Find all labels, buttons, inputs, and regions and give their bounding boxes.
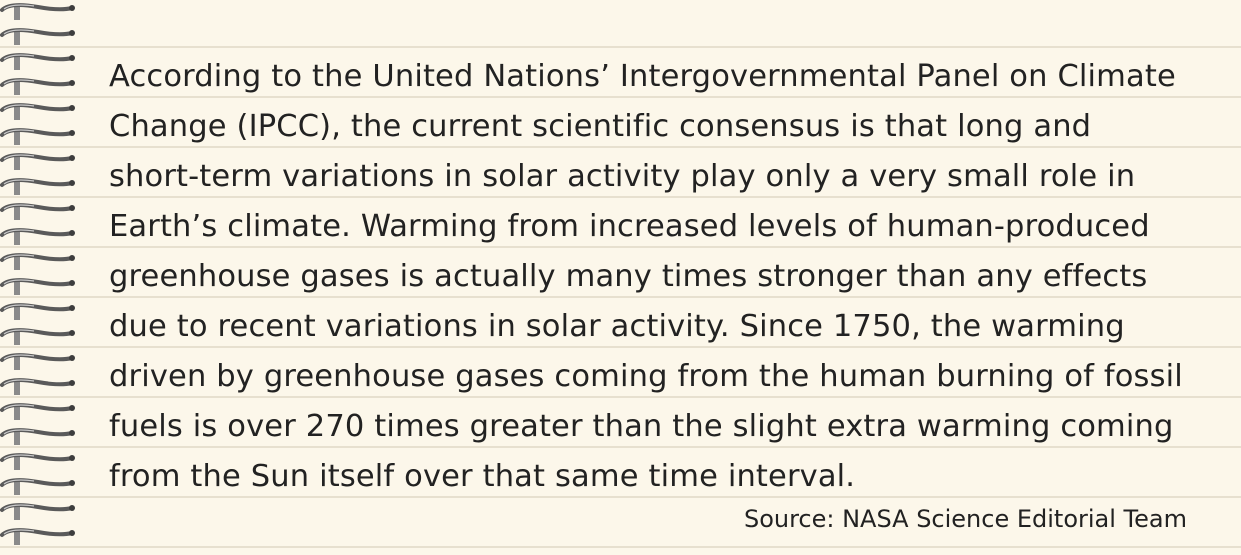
spiral-ring-icon — [0, 478, 75, 495]
spiral-ring-icon — [0, 378, 75, 395]
paragraph-line-2: Change (IPCC), the current scientific co… — [109, 109, 1092, 144]
spiral-ring-icon — [0, 328, 75, 345]
paragraph-line-8: fuels is over 270 times greater than the… — [109, 409, 1174, 444]
paragraph-line-4: Earth’s climate. Warming from increased … — [109, 209, 1150, 244]
spiral-ring-icon — [0, 128, 75, 145]
spiral-ring-icon — [0, 78, 75, 95]
spiral-ring-icon — [0, 403, 75, 420]
spiral-ring-icon — [0, 253, 75, 270]
spiral-ring-icon — [0, 353, 75, 370]
spiral-ring-icon — [0, 228, 75, 245]
spiral-ring-icon — [0, 303, 75, 320]
spiral-ring-icon — [0, 28, 75, 45]
paragraph-line-5: greenhouse gases is actually many times … — [109, 259, 1148, 294]
paragraph-line-6: due to recent variations in solar activi… — [109, 309, 1125, 344]
spiral-ring-icon — [0, 453, 75, 470]
spiral-ring-icon — [0, 503, 75, 520]
spiral-ring-icon — [0, 103, 75, 120]
spiral-binding-icon — [0, 3, 75, 545]
paragraph-line-3: short-term variations in solar activity … — [109, 159, 1136, 194]
spiral-ring-icon — [0, 203, 75, 220]
spiral-ring-icon — [0, 178, 75, 195]
quote-paragraph: According to the United Nations’ Intergo… — [109, 52, 1229, 502]
spiral-ring-icon — [0, 153, 75, 170]
spiral-ring-icon — [0, 278, 75, 295]
paragraph-line-1: According to the United Nations’ Intergo… — [109, 59, 1176, 94]
spiral-ring-icon — [0, 3, 75, 20]
paragraph-line-9: from the Sun itself over that same time … — [109, 459, 856, 494]
spiral-ring-icon — [0, 53, 75, 70]
spiral-ring-icon — [0, 528, 75, 545]
spiral-ring-icon — [0, 428, 75, 445]
source-credit: Source: NASA Science Editorial Team — [743, 505, 1187, 533]
paragraph-line-7: driven by greenhouse gases coming from t… — [109, 359, 1183, 394]
